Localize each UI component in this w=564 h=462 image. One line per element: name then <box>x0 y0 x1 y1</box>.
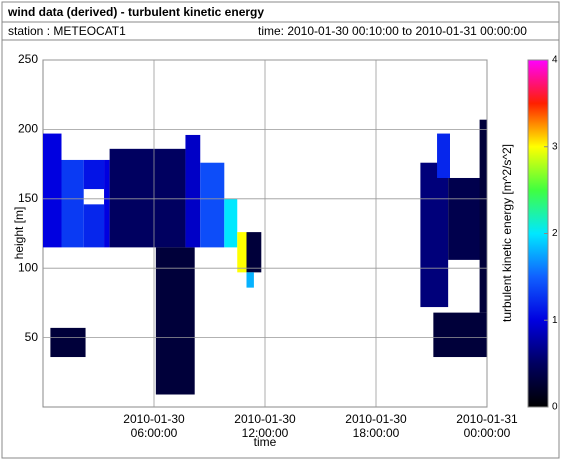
colorbar-tick-label: 4 <box>552 55 558 66</box>
time-range: time: 2010-01-30 00:10:00 to 2010-01-31 … <box>258 24 527 38</box>
x-axis-label: time <box>254 435 277 449</box>
y-tick-label: 100 <box>18 260 38 274</box>
heat-cell <box>185 134 201 248</box>
heat-cell <box>237 232 247 273</box>
y-tick-label: 250 <box>18 52 38 66</box>
heat-cell <box>200 162 225 248</box>
heat-cell <box>109 148 186 248</box>
heat-cell <box>224 198 238 248</box>
x-tick-label: 2010-01-30 12:00:00 <box>234 412 296 440</box>
heat-cell <box>155 247 195 395</box>
heat-cell <box>246 272 254 288</box>
title: wind data (derived) - turbulent kinetic … <box>7 5 264 19</box>
heat-cell <box>104 159 110 248</box>
heat-cell <box>50 327 86 358</box>
colorbar-label: turbulent kinetic energy [m^2/s^2] <box>500 144 514 322</box>
x-tick-label: 2010-01-31 00:00:00 <box>456 412 518 440</box>
colorbar-tick-label: 0 <box>552 402 558 413</box>
heat-cell <box>246 232 262 273</box>
x-tick-label: 2010-01-30 06:00:00 <box>123 412 185 440</box>
station: station : METEOCAT1 <box>8 24 126 38</box>
y-tick-label: 50 <box>25 330 39 344</box>
colorbar-tick-label: 2 <box>552 228 558 239</box>
heat-cell <box>479 119 487 313</box>
heat-cell <box>437 133 450 178</box>
y-axis-label: height [m] <box>12 207 26 260</box>
heat-cell <box>43 133 62 248</box>
colorbar-tick-label: 3 <box>552 141 558 152</box>
heat-cell <box>433 312 487 358</box>
heat-cell <box>61 159 84 248</box>
heat-cell <box>420 162 449 308</box>
y-tick-label: 200 <box>18 122 38 136</box>
x-tick-label: 2010-01-30 18:00:00 <box>345 412 407 440</box>
y-tick-label: 150 <box>18 191 38 205</box>
heat-cell <box>83 204 105 248</box>
heat-cell <box>83 159 105 190</box>
colorbar-tick-label: 1 <box>552 315 558 326</box>
